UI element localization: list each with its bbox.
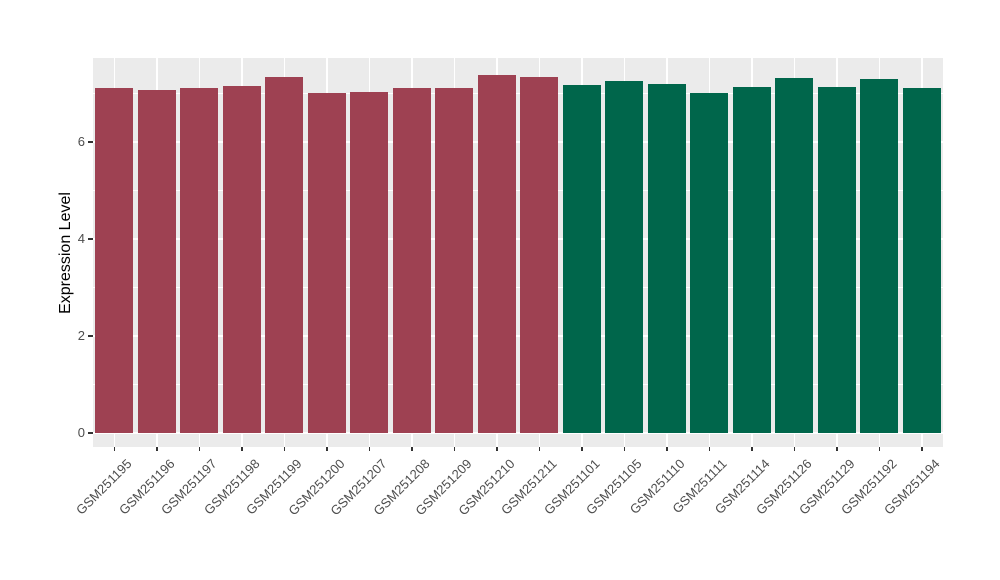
gridline-y-major: [93, 335, 943, 337]
x-tick-mark: [793, 447, 795, 451]
plot-panel: [93, 58, 943, 447]
x-tick-mark: [666, 447, 668, 451]
gridline-y-minor: [93, 287, 943, 288]
x-tick-mark: [156, 447, 158, 451]
bar-GSM251199: [265, 77, 304, 433]
bar-GSM251101: [562, 84, 601, 433]
bar-GSM251198: [222, 85, 261, 433]
bar-GSM251105: [605, 80, 644, 433]
gridline-y-major: [93, 141, 943, 143]
gridline-y-minor: [93, 384, 943, 385]
x-tick-mark: [878, 447, 880, 451]
x-tick-mark: [198, 447, 200, 451]
bar-GSM251200: [307, 93, 346, 433]
bar-GSM251209: [435, 87, 474, 433]
bar-GSM251197: [180, 88, 219, 433]
x-tick-mark: [411, 447, 413, 451]
gridline-y-major: [93, 238, 943, 240]
y-tick-label: 0: [77, 425, 85, 440]
x-tick-mark: [283, 447, 285, 451]
x-tick-mark: [113, 447, 115, 451]
x-tick-mark: [326, 447, 328, 451]
bar-GSM251211: [520, 77, 559, 433]
bar-GSM251207: [350, 92, 389, 433]
bar-GSM251111: [690, 93, 729, 433]
bar-GSM251114: [732, 87, 771, 433]
x-tick-mark: [453, 447, 455, 451]
x-tick-mark: [836, 447, 838, 451]
x-tick-mark: [241, 447, 243, 451]
x-tick-mark: [708, 447, 710, 451]
y-tick-mark: [88, 238, 93, 240]
gridline-y-minor: [93, 190, 943, 191]
y-tick-mark: [88, 335, 93, 337]
bar-GSM251110: [647, 83, 686, 433]
bar-GSM251126: [775, 77, 814, 433]
y-tick-label: 6: [77, 134, 85, 149]
x-tick-mark: [921, 447, 923, 451]
y-tick-mark: [88, 432, 93, 434]
y-axis-title: Expression Level: [57, 192, 74, 314]
gridline-y-minor: [93, 93, 943, 94]
gridline-y-major: [93, 432, 943, 434]
x-tick-mark: [538, 447, 540, 451]
bar-GSM251192: [860, 79, 899, 433]
bar-GSM251210: [477, 75, 516, 433]
y-tick-label: 2: [77, 328, 85, 343]
x-tick-mark: [623, 447, 625, 451]
x-tick-mark: [496, 447, 498, 451]
bar-GSM251196: [137, 90, 176, 433]
bar-GSM251129: [817, 86, 856, 433]
y-tick-mark: [88, 141, 93, 143]
x-tick-mark: [581, 447, 583, 451]
x-tick-mark: [368, 447, 370, 451]
x-tick-mark: [751, 447, 753, 451]
y-tick-label: 4: [77, 231, 85, 246]
bar-GSM251195: [95, 88, 134, 433]
bar-GSM251194: [902, 87, 941, 433]
bar-GSM251208: [392, 88, 431, 433]
